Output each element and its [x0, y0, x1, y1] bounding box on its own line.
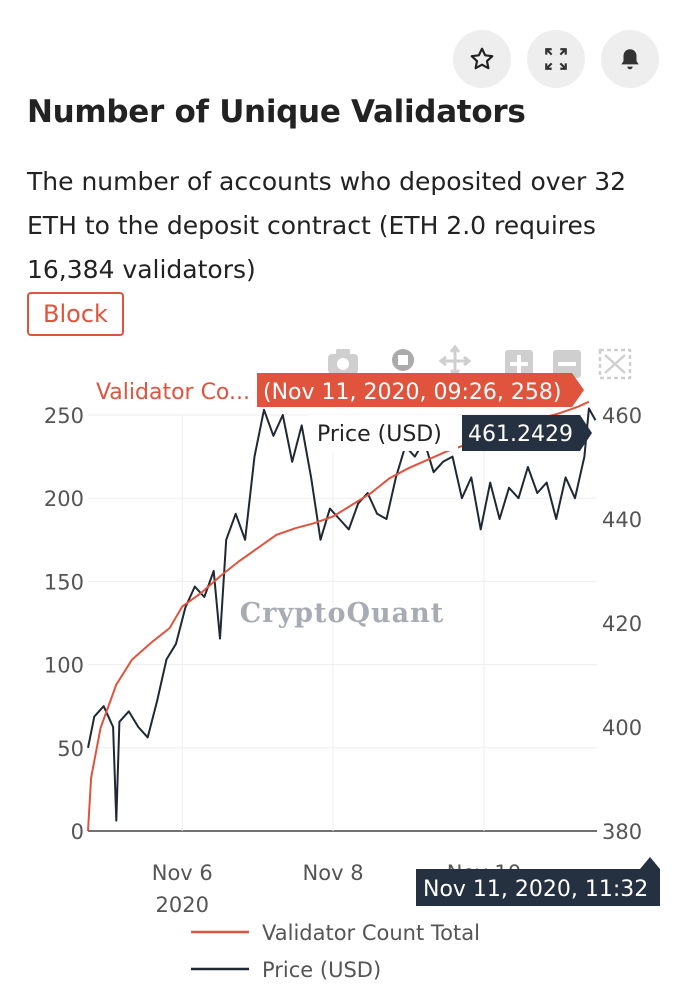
y-left-tick-label: 250	[44, 404, 84, 428]
validator-hover-label: Validator Co... (Nov 11, 2020, 09:26, 25…	[96, 373, 584, 407]
camera-icon[interactable]	[328, 349, 358, 374]
validator-hover-value: (Nov 11, 2020, 09:26, 258)	[263, 380, 561, 405]
y-left-tick-label: 0	[71, 820, 84, 844]
x-hover-label: Nov 11, 2020, 11:32	[416, 857, 660, 906]
zoom-out-icon[interactable]	[553, 350, 581, 378]
y-right-tick-label: 440	[602, 508, 642, 532]
chart-description: The number of accounts who deposited ove…	[27, 167, 626, 284]
price-line	[87, 407, 597, 822]
y-left-tick-label: 50	[57, 737, 84, 761]
x-hover-value: Nov 11, 2020, 11:32	[423, 877, 648, 902]
validator-hover-series: Validator Co...	[96, 380, 250, 405]
chart-legend: Validator Count Total Price (USD)	[191, 921, 480, 982]
price-hover-label: Price (USD) 461.2429	[308, 415, 592, 451]
fullscreen-button[interactable]	[527, 30, 585, 88]
y-left-tick-label: 150	[44, 570, 84, 594]
legend-label-validator: Validator Count Total	[262, 921, 480, 945]
legend-item-validator[interactable]: Validator Count Total	[191, 921, 480, 945]
autoscale-icon[interactable]	[598, 348, 632, 380]
y-right-tick-label: 400	[602, 716, 642, 740]
expand-icon	[545, 48, 567, 70]
category-tag[interactable]: Block	[27, 292, 124, 336]
zoom-icon[interactable]	[392, 349, 414, 371]
star-icon	[470, 47, 494, 70]
y-left-tick-label: 200	[44, 487, 84, 511]
price-hover-series: Price (USD)	[317, 422, 442, 447]
favorite-button[interactable]	[453, 30, 511, 88]
x-tick-label: Nov 8	[303, 861, 364, 885]
legend-item-price[interactable]: Price (USD)	[191, 958, 381, 982]
x-year-label: 2020	[156, 893, 209, 917]
bell-icon	[621, 49, 639, 70]
left-y-axis: 0 50 100 150 200 250	[44, 404, 84, 844]
page-title: Number of Unique Validators	[27, 94, 526, 130]
legend-label-price: Price (USD)	[262, 958, 381, 982]
right-y-axis: 380 400 420 440 460	[602, 404, 642, 844]
pan-icon[interactable]	[438, 344, 472, 378]
chart-watermark: CryptoQuant	[240, 598, 445, 629]
price-hover-value: 461.2429	[468, 422, 573, 447]
x-tick-label: Nov 6	[152, 861, 213, 885]
y-left-tick-label: 100	[44, 654, 84, 678]
y-right-tick-label: 420	[602, 612, 642, 636]
alert-button[interactable]	[601, 30, 659, 88]
y-right-tick-label: 460	[602, 404, 642, 428]
y-right-tick-label: 380	[602, 820, 642, 844]
zoom-in-icon[interactable]	[505, 350, 533, 378]
